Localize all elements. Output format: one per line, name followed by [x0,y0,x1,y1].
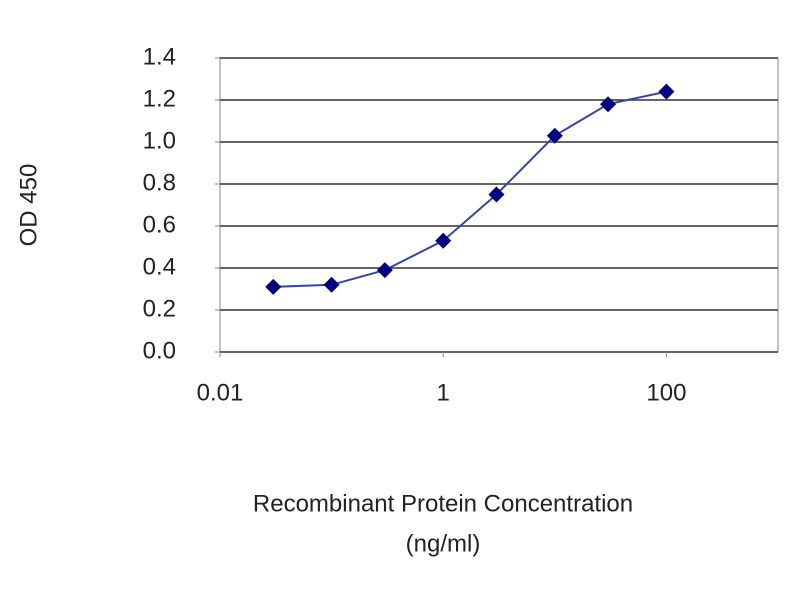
data-point [600,96,617,113]
x-tick-label: 100 [646,379,686,406]
data-point [323,276,340,293]
y-tick-label: 1.2 [143,85,176,112]
data-point [488,186,505,203]
y-tick-label: 0.6 [143,211,176,238]
y-tick-label: 0.2 [143,295,176,322]
y-axis-label: OD 450 [15,164,42,247]
data-point [376,262,393,279]
x-tick-label: 0.01 [197,379,244,406]
plot-area [219,57,779,353]
data-point [658,83,675,100]
y-tick-label: 0.4 [143,253,176,280]
y-tick-label: 1.4 [143,43,176,70]
y-tick-label: 0.8 [143,169,176,196]
data-point [435,232,452,249]
series-line [273,90,667,288]
data-point [265,278,282,295]
x-axis-label: Recombinant Protein Concentration [253,490,633,517]
y-tick-label: 0.0 [143,337,176,364]
x-tick-label: 1 [437,379,450,406]
x-axis-label: (ng/ml) [406,530,481,557]
data-point [546,127,563,144]
y-tick-label: 1.0 [143,127,176,154]
